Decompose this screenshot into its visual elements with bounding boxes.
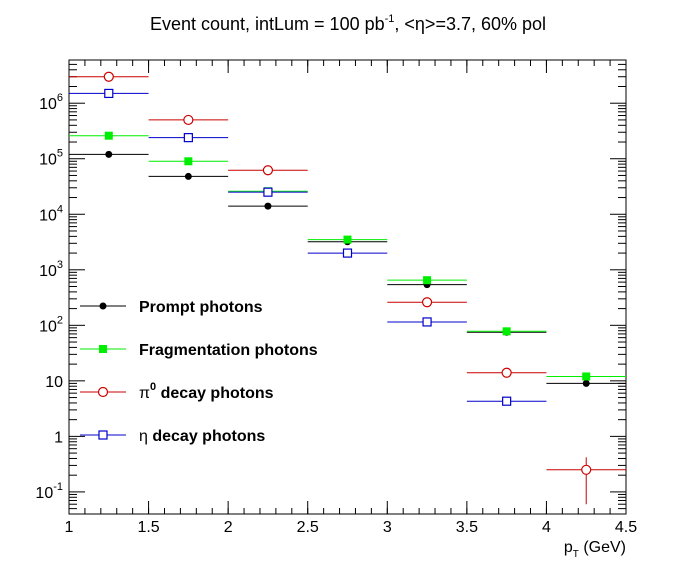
- x-tick-label: 2.5: [297, 519, 319, 536]
- plot-frame: [68, 59, 627, 515]
- data-point: [184, 157, 193, 166]
- data-point: [262, 165, 274, 176]
- legend-marker: [99, 345, 107, 353]
- x-axis: 1 1.5 2 2.5 3 3.5 4 4.5: [65, 60, 637, 536]
- x-tick-label: 4: [542, 519, 551, 536]
- y-tick-label: 102: [39, 314, 63, 335]
- data-point: [343, 235, 352, 244]
- y-tick-label: 104: [39, 203, 63, 224]
- title-superscript: -1: [385, 13, 395, 25]
- data-point: [422, 317, 432, 327]
- data-point: [104, 131, 113, 140]
- data-point: [423, 276, 432, 285]
- data-point: [502, 396, 512, 406]
- legend: Prompt photons Fragmentation photons π0 de…: [80, 299, 318, 445]
- data-point: [502, 327, 511, 336]
- legend-label: η decay photons: [139, 428, 265, 445]
- data-point: [421, 297, 433, 308]
- data-point: [342, 248, 353, 258]
- y-tick-label: 10-1: [35, 481, 63, 502]
- legend-label: Prompt photons: [139, 299, 263, 316]
- data-point: [105, 150, 113, 158]
- legend-marker: [97, 386, 109, 398]
- x-tick-label: 3.5: [456, 519, 478, 536]
- x-tick-label: 1: [65, 519, 74, 536]
- y-tick-label: 1: [54, 429, 63, 446]
- x-tick-label: 1.5: [137, 519, 159, 536]
- legend-label: π0 decay photons: [139, 381, 274, 402]
- series-layer: [69, 71, 626, 505]
- legend-label: Fragmentation photons: [139, 342, 318, 359]
- data-point: [263, 187, 273, 197]
- y-tick-label: 106: [39, 92, 63, 113]
- data-point: [183, 114, 194, 126]
- data-point: [501, 367, 512, 378]
- data-point: [184, 172, 192, 180]
- x-tick-label: 3: [383, 519, 392, 536]
- data-point: [582, 372, 591, 381]
- data-point: [581, 464, 592, 475]
- data-point: [264, 202, 272, 210]
- legend-marker: [99, 302, 107, 310]
- data-point: [183, 133, 193, 143]
- y-tick-label: 10: [45, 374, 63, 391]
- legend-marker: [98, 430, 108, 440]
- chart-title: Event count, intLum = 100 pb-1, <η>=3.7,…: [150, 13, 546, 34]
- y-tick-label: 103: [39, 259, 63, 280]
- x-axis-label: pT (GeV): [564, 539, 626, 560]
- x-axis-label-sub: T: [573, 549, 579, 560]
- x-tick-label: 4.5: [615, 519, 637, 536]
- title-suffix: , <η>=3.7, 60% pol: [394, 14, 546, 34]
- data-point: [582, 379, 590, 387]
- data-point: [103, 71, 114, 82]
- title-main: Event count, intLum = 100 pb: [150, 14, 385, 34]
- x-axis-label-main: p: [564, 539, 573, 556]
- y-axis: 10-1 1 10 102 103 104 105 106: [35, 59, 626, 515]
- data-point: [104, 88, 114, 99]
- x-tick-label: 2: [224, 519, 233, 536]
- y-tick-label: 105: [39, 148, 63, 169]
- x-axis-label-unit: (GeV): [579, 539, 626, 556]
